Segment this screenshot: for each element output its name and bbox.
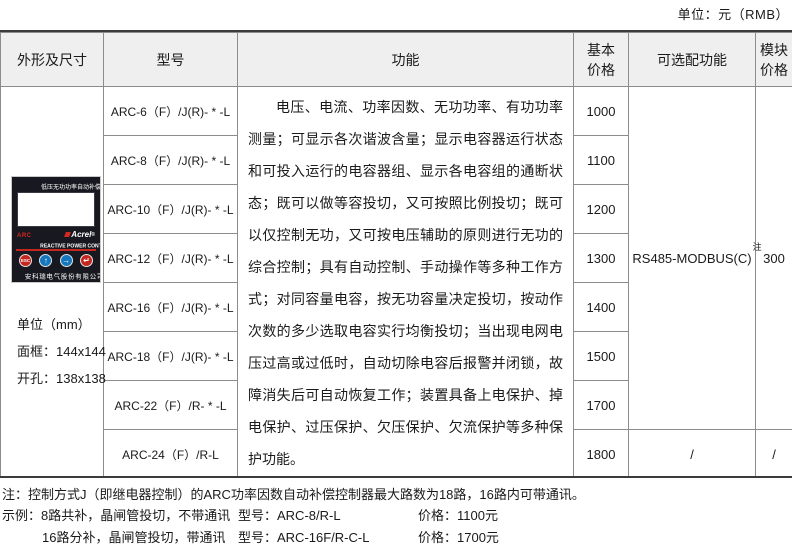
device-up-arrow-key: ↑ [39, 254, 53, 267]
currency-unit-note: 单位：元（RMB） [677, 7, 789, 22]
table-row: ARC-22（F）/R- * -L 1700 [1, 380, 792, 430]
optional-function-cell: RS485-MODBUS(C) 注 [628, 86, 762, 430]
col-header-module-price: 模块 价格 [755, 32, 792, 87]
header-row: 外形及尺寸 型号 功能 基本 价格 可选配功能 模块 价格 [0, 32, 792, 87]
table-row: ARC-18（F）/J(R)- * -L 1500 [1, 331, 792, 381]
model-cell: ARC-24（F）/R-L [103, 429, 238, 476]
function-text: 电压、电流、功率因数、无功功率、有功功率测量；可显示各次谐波含量；显示电容器运行… [248, 99, 563, 467]
device-enter-key: ↵ [79, 254, 93, 267]
model-cell: ARC-22（F）/R- * -L [103, 380, 238, 430]
note-superscript: 注 [752, 241, 762, 252]
col-header-base-price: 基本 价格 [573, 32, 629, 87]
optional-function-label: RS485-MODBUS(C) 注 [632, 241, 762, 266]
price-cell: 1100 [573, 135, 629, 185]
example1-description: 示例：8路共补，晶闸管投切，不带通讯 [2, 508, 231, 523]
col-header-module-price-line2: 价格 [760, 61, 788, 78]
footnote-control-mode: 注：控制方式J（即继电器控制）的ARC功率因数自动补偿控制器最大路数为18路，1… [2, 487, 585, 502]
dimensions-text: 单位（mm） 面框：144x144 开孔：138x138 [17, 311, 106, 392]
dimension-cutout: 开孔：138x138 [17, 371, 106, 386]
model-cell: ARC-12（F）/J(R)- * -L [103, 233, 238, 283]
col-header-base-price-line2: 价格 [587, 61, 615, 78]
price-cell: 1000 [573, 86, 629, 136]
model-cell: ARC-18（F）/J(R)- * -L [103, 331, 238, 381]
model-cell: ARC-8（F）/J(R)- * -L [103, 135, 238, 185]
function-cell: 电压、电流、功率因数、无功功率、有功功率测量；可显示各次谐波含量；显示电容器运行… [237, 86, 574, 476]
example1-price: 价格：1100元 [418, 508, 498, 523]
price-cell: 1700 [573, 380, 629, 430]
device-photo: 低压无功功率自动补偿控制器 ARC Acrel® REACTIVE POWER … [12, 177, 100, 282]
table-row: ARC-8（F）/J(R)- * -L 1100 [1, 135, 792, 185]
col-header-base-price-line1: 基本 [587, 41, 615, 58]
module-price-na-cell: / [755, 429, 792, 476]
dimension-frame: 面框：144x144 [17, 344, 106, 359]
example2-model: 型号：ARC-16F/R-C-L [238, 530, 370, 545]
table-row: ARC-24（F）/R-L 1800 / / [1, 429, 792, 476]
price-table-wrapper: 外形及尺寸 型号 功能 基本 价格 可选配功能 模块 价格 低压无功功率自动补偿… [0, 30, 792, 478]
price-cell: 1400 [573, 282, 629, 332]
example2-price: 价格：1700元 [418, 530, 499, 545]
model-cell: ARC-10（F）/J(R)- * -L [103, 184, 238, 234]
model-cell: ARC-16（F）/J(R)- * -L [103, 282, 238, 332]
registered-mark: ® [91, 231, 95, 238]
device-subtitle: REACTIVE POWER CONTROLLER [16, 240, 100, 251]
col-header-optional-function: 可选配功能 [628, 32, 756, 87]
price-table: 外形及尺寸 型号 功能 基本 价格 可选配功能 模块 价格 低压无功功率自动补偿… [0, 32, 792, 476]
model-cell: ARC-6（F）/J(R)- * -L [103, 86, 238, 136]
brand-logo: Acrel ® [64, 230, 95, 239]
device-model-label: ARC [17, 233, 32, 239]
brand-name: Acrel [71, 230, 92, 239]
appearance-cell: 低压无功功率自动补偿控制器 ARC Acrel® REACTIVE POWER … [0, 86, 106, 476]
col-header-module-price-line1: 模块 [760, 41, 788, 58]
example2-description: 16路分补，晶闸管投切，带通讯 [42, 530, 226, 545]
dimension-unit: 单位（mm） [17, 317, 91, 332]
footnotes: 注：控制方式J（即继电器控制）的ARC功率因数自动补偿控制器最大路数为18路，1… [2, 484, 792, 545]
price-cell: 1500 [573, 331, 629, 381]
price-cell: 1200 [573, 184, 629, 234]
device-title: 低压无功功率自动补偿控制器 [41, 184, 100, 191]
price-cell: 1300 [573, 233, 629, 283]
col-header-model: 型号 [103, 32, 238, 87]
optional-function-na-cell: / [628, 429, 756, 476]
col-header-appearance: 外形及尺寸 [0, 32, 104, 87]
table-row: 低压无功功率自动补偿控制器 ARC Acrel® REACTIVE POWER … [0, 86, 792, 476]
table-row: ARC-16（F）/J(R)- * -L 1400 [1, 282, 792, 332]
price-cell: 1800 [573, 429, 629, 476]
device-right-arrow-key: → [59, 254, 73, 267]
example1-model: 型号：ARC-8/R-L [238, 508, 341, 523]
device-company-name: 安科瑞电气股份有限公司 [24, 273, 100, 281]
device-esc-key: ESC [19, 254, 32, 267]
device-keypad: ESC ↑ → ↵ [15, 254, 97, 267]
col-header-function: 功能 [237, 32, 574, 87]
table-row: ARC-12（F）/J(R)- * -L 1300 [1, 233, 792, 283]
module-price-cell: 300 [755, 86, 792, 430]
device-lcd-screen [17, 192, 95, 227]
